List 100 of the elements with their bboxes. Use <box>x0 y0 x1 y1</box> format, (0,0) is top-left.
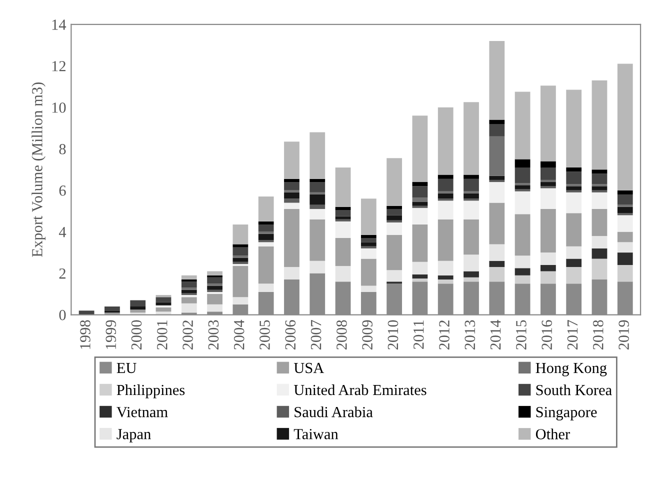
bar <box>464 178 479 192</box>
x-tick-label: 2000 <box>131 320 142 350</box>
x-tick-label: 2004 <box>234 320 244 350</box>
bar <box>258 224 274 232</box>
bar <box>335 266 351 282</box>
y-tick-label: 10 <box>52 102 66 113</box>
x-tick-label: 2016 <box>542 320 552 350</box>
bar <box>464 193 479 199</box>
bar <box>617 215 633 232</box>
bar <box>360 258 376 286</box>
bar <box>592 170 608 174</box>
bar <box>514 168 530 184</box>
bar <box>232 224 248 244</box>
bar <box>360 198 376 235</box>
bar <box>540 168 556 180</box>
bar <box>617 206 633 214</box>
bar <box>258 246 274 284</box>
bar <box>310 219 326 261</box>
bar <box>514 185 530 190</box>
bar <box>438 260 454 276</box>
y-tick-label: 0 <box>59 310 66 320</box>
bar <box>566 246 582 259</box>
bar <box>207 294 222 304</box>
x-tick-label: 1999 <box>106 320 116 349</box>
bar <box>464 219 479 255</box>
bar <box>617 190 633 194</box>
bar <box>489 124 505 136</box>
y-tick-label: 6 <box>59 186 66 196</box>
bar <box>514 191 530 214</box>
x-tick-label: 2011 <box>413 320 424 349</box>
bar <box>514 256 530 268</box>
bar <box>489 244 505 261</box>
bar <box>464 174 479 179</box>
x-tick-label: 2006 <box>285 320 296 350</box>
bar <box>232 264 248 266</box>
bar <box>412 278 428 282</box>
bar <box>438 178 454 192</box>
bar <box>335 216 351 220</box>
bar <box>258 284 274 292</box>
bar <box>284 178 300 182</box>
x-tick-label: 2003 <box>208 320 219 350</box>
bar <box>156 308 172 312</box>
bar <box>617 242 633 253</box>
bar <box>386 208 402 216</box>
bar <box>592 258 608 280</box>
bar <box>386 158 402 206</box>
bar <box>310 194 326 205</box>
bar <box>335 210 351 216</box>
bar <box>232 258 248 262</box>
bar <box>540 161 556 168</box>
bar <box>104 306 120 311</box>
bar <box>335 221 351 238</box>
bar <box>592 236 608 248</box>
bar <box>566 213 582 246</box>
bar <box>412 274 428 278</box>
x-tick-label: 2013 <box>464 320 476 350</box>
bar <box>284 202 300 209</box>
x-tick-label: 2002 <box>182 320 193 350</box>
bar <box>592 174 608 184</box>
bar <box>514 214 530 256</box>
bar <box>284 142 300 179</box>
legend-label: Hong Kong <box>536 362 607 376</box>
bar <box>489 267 505 282</box>
bar <box>181 297 197 304</box>
bar <box>335 206 351 210</box>
bar <box>284 267 300 280</box>
x-tick-label: 2014 <box>490 320 501 350</box>
bar <box>566 168 582 172</box>
bar <box>617 264 633 282</box>
bar <box>232 247 248 256</box>
bar <box>207 304 222 312</box>
bar <box>617 232 633 242</box>
legend-label: USA <box>294 362 324 374</box>
bar <box>156 302 172 306</box>
x-tick-label: 2008 <box>336 320 347 350</box>
bar <box>412 224 428 262</box>
y-tick-label: 4 <box>58 227 66 238</box>
bar <box>617 194 633 205</box>
bar <box>284 208 300 268</box>
bar <box>592 80 608 170</box>
bar <box>360 242 376 246</box>
bar <box>438 200 454 220</box>
bar <box>412 198 428 202</box>
bar <box>514 92 530 160</box>
bar <box>310 204 326 209</box>
bar <box>412 262 428 274</box>
bar <box>232 297 248 304</box>
bar <box>386 215 402 220</box>
bar <box>156 297 172 302</box>
legend-label: Japan <box>116 429 151 442</box>
bar <box>284 192 300 199</box>
bar <box>284 198 300 203</box>
legend-label: EU <box>116 362 136 374</box>
bar <box>438 174 454 179</box>
bar <box>592 186 608 190</box>
bar <box>207 292 222 294</box>
bar <box>386 234 402 270</box>
bar <box>489 202 505 244</box>
bar <box>566 258 582 268</box>
bar <box>232 244 248 248</box>
